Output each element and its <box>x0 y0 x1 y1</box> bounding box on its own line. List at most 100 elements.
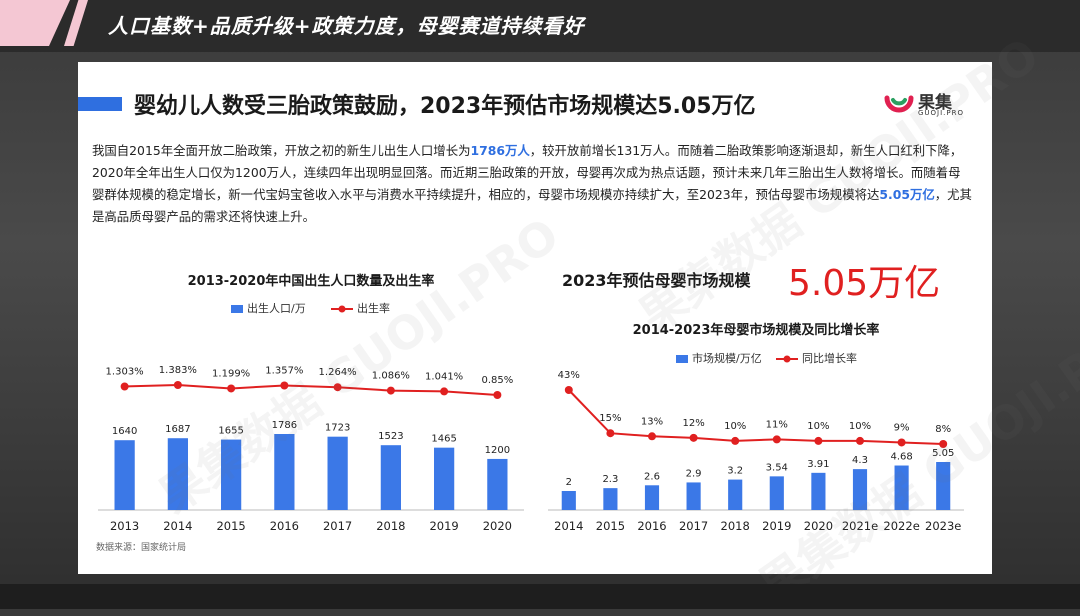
x-tick-label: 2018 <box>376 519 405 533</box>
rate-point-2016 <box>648 432 656 441</box>
bar-2018 <box>728 479 743 510</box>
rate-value-label: 1.357% <box>265 365 303 376</box>
rate-point-2014 <box>564 386 573 394</box>
bar-value-label: 1786 <box>272 420 297 431</box>
chart-title: 2014-2023年母婴市场规模及同比增长率 <box>633 322 880 338</box>
bar-value-label: 3.91 <box>807 459 829 470</box>
x-tick-label: 2021e <box>842 519 878 533</box>
bar-2021e <box>852 469 868 510</box>
bar-2017 <box>686 482 701 510</box>
bar-value-label: 3.2 <box>727 466 743 477</box>
rate-value-label: 11% <box>766 419 788 430</box>
logo-icon <box>884 95 914 113</box>
bar-2014 <box>167 438 188 510</box>
rate-point-2014 <box>173 381 182 389</box>
x-tick-label: 2023e <box>925 519 961 533</box>
para-highlight-1: 1786万人 <box>470 143 530 158</box>
x-tick-label: 2022e <box>883 519 919 533</box>
bar-value-label: 1655 <box>218 426 243 437</box>
x-tick-label: 2020 <box>804 519 833 533</box>
bar-2015 <box>221 439 242 510</box>
banner-accent <box>0 0 70 46</box>
x-tick-label: 2015 <box>216 519 245 533</box>
market-highlight-title: 2023年预估母婴市场规模 <box>562 271 751 290</box>
legend-bar-label: 出生人口/万 <box>247 301 306 315</box>
rate-point-2019 <box>772 435 781 444</box>
data-source: 数据来源：国家统计局 <box>96 543 187 553</box>
heading-accent-bar <box>78 97 122 111</box>
rate-point-2017 <box>689 433 698 442</box>
rate-point-2018 <box>731 436 740 445</box>
bar-value-label: 1687 <box>165 424 190 435</box>
bar-value-label: 1523 <box>378 431 403 442</box>
bar-2022e <box>894 465 909 510</box>
rate-point-2019 <box>440 387 449 396</box>
rate-value-label: 15% <box>599 413 621 424</box>
bar-value-label: 4.3 <box>852 455 868 466</box>
rate-value-label: 43% <box>558 370 580 381</box>
legend-bar-label: 市场规模/万亿 <box>692 351 762 365</box>
bar-2020 <box>811 472 826 510</box>
bar-2013 <box>114 440 135 510</box>
rate-point-2018 <box>386 386 395 395</box>
bar-2023e <box>936 462 951 510</box>
rate-point-2023e <box>939 440 948 448</box>
para-text-3: ，尤其是高品质母婴产品的需求还将快速上升。 <box>92 187 972 224</box>
para-text-1: 我国自2015年全面开放二胎政策，开放之初的新生儿出生人口增长为 <box>92 143 471 158</box>
rate-point-2015 <box>606 429 615 438</box>
rate-value-label: 8% <box>935 424 951 435</box>
bar-2014 <box>561 490 576 510</box>
bar-value-label: 1465 <box>431 434 456 445</box>
bar-value-label: 1723 <box>325 423 350 434</box>
market-highlight-value: 5.05万亿 <box>788 263 941 304</box>
x-tick-label: 2014 <box>163 519 192 533</box>
rate-value-label: 1.041% <box>425 371 463 382</box>
x-tick-label: 2018 <box>721 519 750 533</box>
rate-value-label: 0.85% <box>481 375 513 386</box>
bar-value-label: 5.05 <box>932 448 954 459</box>
logo-name: 果集 <box>918 93 952 113</box>
legend-line-label: 出生率 <box>357 301 390 315</box>
x-tick-label: 2019 <box>762 519 791 533</box>
rate-value-label: 9% <box>894 422 910 433</box>
legend-line-marker <box>783 355 791 363</box>
rate-point-2013 <box>120 382 129 391</box>
rate-value-label: 1.199% <box>212 368 250 379</box>
rate-point-2022e <box>897 438 906 447</box>
bar-2015 <box>603 488 618 510</box>
bar-2018 <box>380 445 401 510</box>
bar-2016 <box>274 434 295 510</box>
bar-2019 <box>434 447 455 510</box>
bar-2016 <box>644 485 660 510</box>
slide-card: 婴幼儿人数受三胎政策鼓励，2023年预估市场规模达5.05万亿 果集 GUOJI… <box>78 62 992 574</box>
bar-value-label: 1640 <box>112 426 137 437</box>
rate-value-label: 1.264% <box>319 367 357 378</box>
x-tick-label: 2013 <box>110 519 139 533</box>
bar-value-label: 2.9 <box>686 468 702 479</box>
slide-heading: 婴幼儿人数受三胎政策鼓励，2023年预估市场规模达5.05万亿 <box>134 94 756 119</box>
x-tick-label: 2017 <box>323 519 352 533</box>
bottom-frame <box>0 584 1080 609</box>
x-tick-label: 2019 <box>429 519 458 533</box>
banner-title: 人口基数+品质升级+政策力度，母婴赛道持续看好 <box>108 14 585 38</box>
para-highlight-2: 5.05万亿 <box>879 187 935 202</box>
bar-value-label: 3.54 <box>766 462 788 473</box>
bar-value-label: 2.3 <box>602 474 618 485</box>
bar-2019 <box>769 476 784 510</box>
x-tick-label: 2014 <box>554 519 583 533</box>
bar-value-label: 2 <box>566 477 572 488</box>
rate-point-2021e <box>856 436 864 445</box>
rate-value-label: 13% <box>641 416 663 427</box>
legend-line-marker <box>338 305 346 313</box>
intro-paragraph: 我国自2015年全面开放二胎政策，开放之初的新生儿出生人口增长为1786万人，较… <box>92 140 972 228</box>
rate-line <box>124 383 498 396</box>
legend-bar-swatch <box>231 305 243 313</box>
rate-point-2016 <box>280 381 289 390</box>
rate-value-label: 12% <box>682 418 704 429</box>
brand-logo: 果集 GUOJI.PRO <box>884 84 984 124</box>
bar-value-label: 2.6 <box>644 471 660 482</box>
bar-2020 <box>487 458 508 510</box>
bar-value-label: 1200 <box>485 445 510 456</box>
legend-line-label: 同比增长率 <box>802 351 857 365</box>
